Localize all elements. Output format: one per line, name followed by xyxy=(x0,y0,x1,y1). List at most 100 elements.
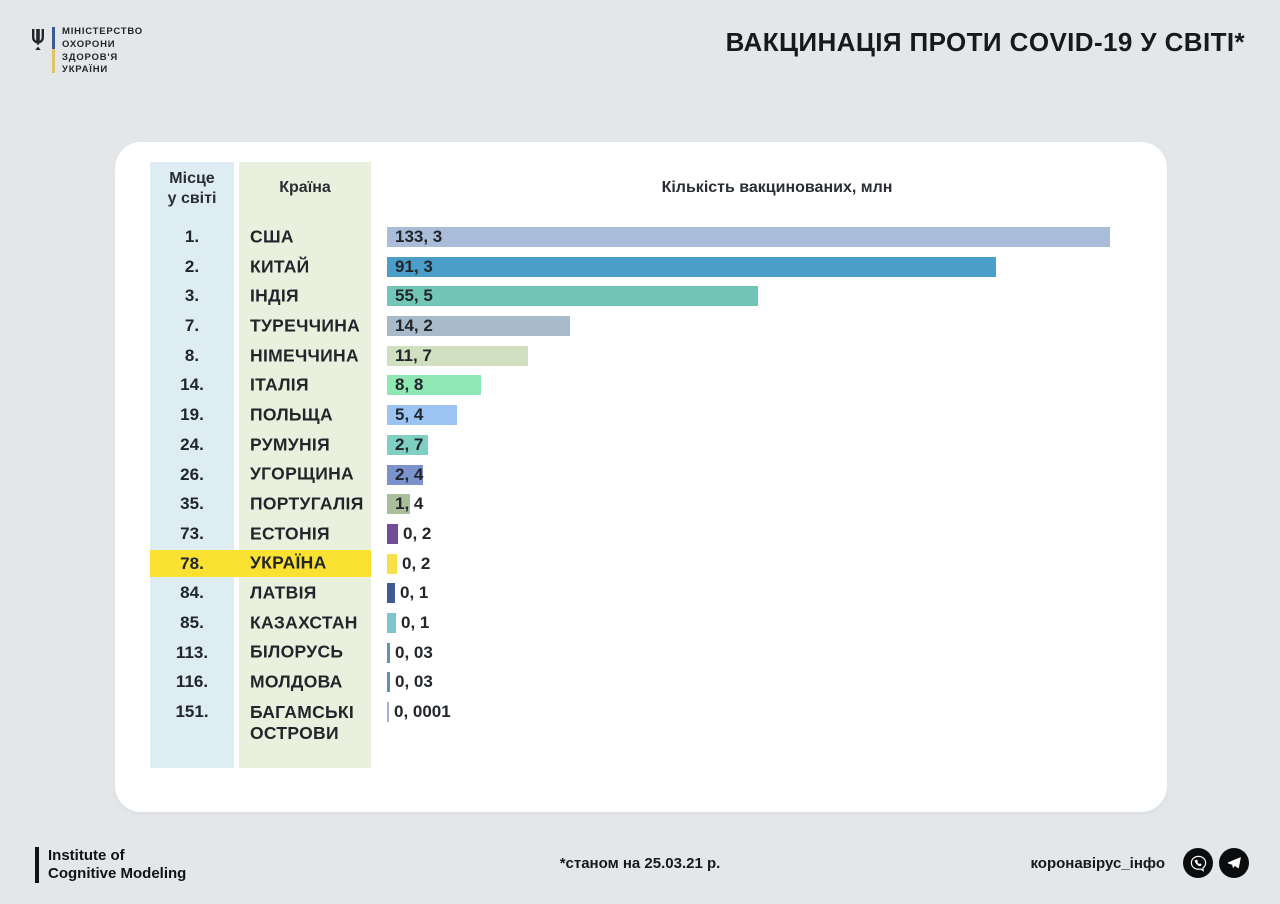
value-label: 2, 7 xyxy=(395,434,424,454)
credit-divider xyxy=(35,847,39,883)
institute-name-line1: Institute of xyxy=(48,847,125,864)
table-row: 85. КАЗАХСТАН 0, 1 xyxy=(150,608,1160,638)
country-cell: ТУРЕЧЧИНА xyxy=(250,315,361,336)
rank-cell: 3. xyxy=(184,286,200,306)
ministry-name-line: МІНІСТЕРСТВО xyxy=(62,26,143,37)
value-bar xyxy=(387,464,423,485)
table-row: 113. БІЛОРУСЬ 0, 03 xyxy=(150,638,1160,668)
rank-cell: 7. xyxy=(184,316,200,336)
rank-cell: 85. xyxy=(180,612,204,632)
country-cell: КИТАЙ xyxy=(250,256,310,277)
trident-icon xyxy=(32,29,44,50)
rank-cell: 116. xyxy=(175,672,209,692)
value-label: 0, 1 xyxy=(400,583,429,603)
rank-cell: 151. xyxy=(175,702,209,721)
chart-rows: 1. США 133, 3 2. КИТАЙ 91, 3 3. ІНДІЯ 55, 5 7. ТУР… xyxy=(150,222,1160,743)
channel-name: коронавірус_інфо xyxy=(1030,855,1165,872)
chart-card: Місце у світі Країна Кількість вакцинова… xyxy=(115,142,1167,812)
value-label: 14, 2 xyxy=(395,316,433,336)
data-date-note: *станом на 25.03.21 р. xyxy=(559,855,721,872)
country-cell: БІЛОРУСЬ xyxy=(250,641,344,662)
value-bar xyxy=(387,345,528,366)
ukraine-highlight xyxy=(150,550,371,577)
ministry-name-line: ОХОРОНИ xyxy=(62,38,116,50)
value-label: 0, 03 xyxy=(395,672,433,692)
rank-cell: 1. xyxy=(184,227,200,246)
chart-column-header: Кількість вакцинованих, млн xyxy=(661,179,893,196)
ministry-logo: МІНІСТЕРСТВО ОХОРОНИ ЗДОРОВ'Я УКРАЇНИ xyxy=(30,26,143,77)
value-label: 55, 5 xyxy=(395,286,433,306)
table-row: 84. ЛАТВІЯ 0, 1 xyxy=(150,578,1160,608)
value-bar xyxy=(387,702,389,722)
value-bar xyxy=(387,256,996,277)
value-label: 91, 3 xyxy=(395,256,433,276)
value-bar xyxy=(387,434,428,455)
value-bar xyxy=(387,612,396,633)
value-label: 0, 1 xyxy=(401,612,430,632)
value-label: 0, 0001 xyxy=(394,702,451,721)
rank-cell: 19. xyxy=(180,405,204,425)
table-row: 8. НІМЕЧЧИНА 11, 7 xyxy=(150,341,1160,371)
country-cell: НІМЕЧЧИНА xyxy=(250,345,359,366)
institute-credit: Institute of Cognitive Modeling xyxy=(35,847,186,883)
rank-cell: 78. xyxy=(180,553,204,573)
country-cell: КАЗАХСТАН xyxy=(250,612,358,633)
country-cell: МОЛДОВА xyxy=(250,671,343,692)
value-label: 2, 4 xyxy=(395,464,424,484)
social-icons xyxy=(1183,848,1249,878)
table-row: 1. США 133, 3 xyxy=(150,222,1160,252)
ministry-name: МІНІСТЕРСТВО ОХОРОНИ ЗДОРОВ'Я УКРАЇНИ xyxy=(62,26,143,77)
value-bar xyxy=(387,642,390,663)
value-bar xyxy=(387,583,395,604)
value-bar xyxy=(387,227,1110,247)
country-cell: США xyxy=(250,226,294,247)
value-bar xyxy=(387,316,570,337)
value-bar xyxy=(387,672,390,693)
table-row: 24. РУМУНІЯ 2, 7 xyxy=(150,430,1160,460)
value-bar xyxy=(387,523,398,544)
rank-cell: 73. xyxy=(180,523,204,543)
table-row: 26. УГОРЩИНА 2, 4 xyxy=(150,460,1160,490)
rank-cell: 26. xyxy=(180,464,204,484)
value-bar xyxy=(387,405,457,426)
value-label: 133, 3 xyxy=(395,227,443,246)
table-row: 116. МОЛДОВА 0, 03 xyxy=(150,667,1160,697)
country-cell: УГОРЩИНА xyxy=(250,463,354,484)
country-cell: ЕСТОНІЯ xyxy=(250,523,330,544)
ministry-name-line: ЗДОРОВ'Я xyxy=(62,51,119,63)
table-row: 14. ІТАЛІЯ 8, 8 xyxy=(150,370,1160,400)
table-row: 2. КИТАЙ 91, 3 xyxy=(150,252,1160,282)
rank-cell: 113. xyxy=(175,642,209,662)
value-label: 0, 03 xyxy=(395,642,433,662)
rank-cell: 24. xyxy=(180,434,204,454)
country-cell: РУМУНІЯ xyxy=(250,434,330,455)
value-bar xyxy=(387,286,758,307)
country-cell: БАГАМСЬКІ ОСТРОВИ xyxy=(250,702,355,743)
telegram-icon[interactable] xyxy=(1219,848,1249,878)
rank-column-header: Місце у світі xyxy=(150,169,234,209)
country-column-header: Країна xyxy=(279,179,331,196)
value-label: 11, 7 xyxy=(395,345,432,365)
value-label: 0, 2 xyxy=(403,523,432,543)
value-bar xyxy=(387,375,481,396)
table-row: 7. ТУРЕЧЧИНА 14, 2 xyxy=(150,311,1160,341)
ministry-name-line: УКРАЇНИ xyxy=(62,64,108,76)
table-row: 19. ПОЛЬЩА 5, 4 xyxy=(150,400,1160,430)
institute-name: Institute of Cognitive Modeling xyxy=(48,847,186,883)
value-label: 5, 4 xyxy=(395,405,424,425)
logo-divider xyxy=(52,27,55,73)
rank-column-background xyxy=(150,162,234,768)
country-cell: ПОЛЬЩА xyxy=(250,404,333,425)
page-title: ВАКЦИНАЦІЯ ПРОТИ COVID-19 У СВІТІ* xyxy=(725,27,1245,57)
value-label: 0, 2 xyxy=(402,553,431,573)
value-bar xyxy=(387,553,397,574)
rank-cell: 14. xyxy=(180,375,204,395)
value-label: 8, 8 xyxy=(395,375,424,395)
viber-icon[interactable] xyxy=(1183,848,1213,878)
rank-header-line1: Місце xyxy=(169,170,215,187)
rank-cell: 84. xyxy=(180,583,204,603)
rank-cell: 35. xyxy=(180,494,204,514)
country-column-background xyxy=(239,162,371,768)
table-row: 78. УКРАЇНА 0, 2 xyxy=(150,549,1160,579)
